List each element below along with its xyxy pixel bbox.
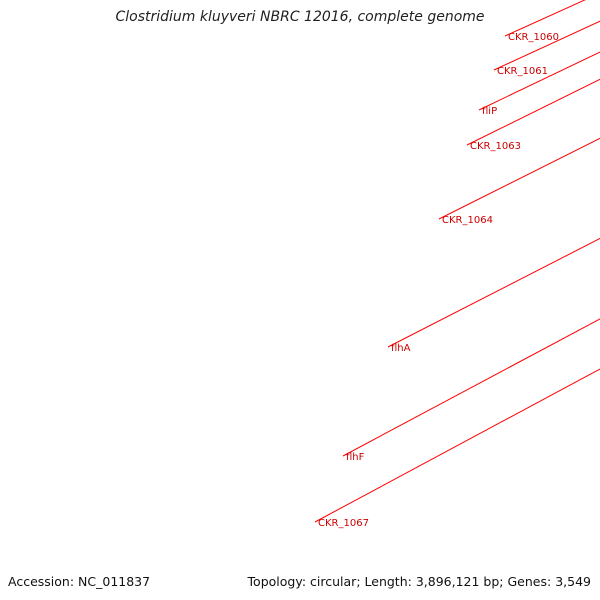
length-value: 3,896,121 bp [415, 574, 500, 589]
length-label: Length: [364, 574, 412, 589]
topology-label: Topology: [247, 574, 307, 589]
gene-label-ckr_1063: CKR_1063 [470, 141, 521, 152]
accession-value: NC_011837 [78, 574, 151, 589]
topology-value: circular [310, 574, 357, 589]
gene-label-ckr_1061: CKR_1061 [497, 66, 548, 77]
gene-label-ckr_1064: CKR_1064 [442, 215, 493, 226]
label-leader-line [387, 237, 600, 348]
gene-label-flha: flhA [391, 343, 411, 354]
genome-summary: Topology: circular; Length: 3,896,121 bp… [247, 574, 591, 589]
gene-label-flhf: flhF [346, 452, 365, 463]
label-leader-line [314, 368, 600, 523]
genes-label: Genes: [507, 574, 552, 589]
genes-value: 3,549 [555, 574, 591, 589]
gene-label-ckr_1060: CKR_1060 [508, 32, 559, 43]
accession-label: Accession: [8, 574, 75, 589]
gene-label-flip: fliP [482, 106, 497, 117]
map-title: Clostridium kluyveri NBRC 12016, complet… [115, 9, 485, 25]
gene-labels: CKR_1060 CKR_1061 fliP CKR_1063 CKR_1064 flhA… [314, 0, 600, 529]
label-leader-line [342, 318, 600, 457]
gene-label-ckr_1067: CKR_1067 [318, 518, 369, 529]
accession-info: Accession: NC_011837 [8, 574, 150, 589]
